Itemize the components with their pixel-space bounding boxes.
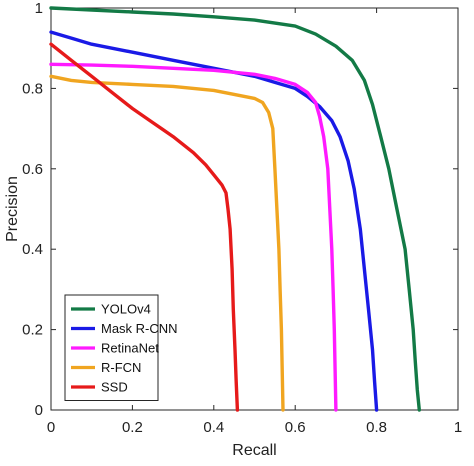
x-axis-ticks: 0 0.2 0.4 0.6 0.8 1 [47,8,462,436]
series-line-r-fcn [49,74,285,412]
x-tick-label: 0.2 [122,419,143,436]
x-tick-label: 0.6 [285,419,306,436]
series-line-retinanet [49,62,338,412]
legend-entry-label: YOLOv4 [101,302,151,317]
legend-entry-label: R-FCN [101,360,141,375]
series-lines [49,6,421,412]
y-tick-label: 1 [35,0,43,17]
y-axis-label: Precision [4,176,21,242]
y-tick-label: 0 [35,402,43,419]
y-tick-label: 0.4 [22,241,43,258]
x-tick-label: 1 [454,419,462,436]
legend: YOLOv4 Mask R-CNN RetinaNet R-FCN SSD [64,294,178,401]
plot-frame [50,7,459,411]
y-tick-label: 0.8 [22,80,43,97]
y-axis-ticks: 0 0.2 0.4 0.6 0.8 1 [22,0,458,419]
x-tick-label: 0.4 [203,419,224,436]
legend-entry-label: SSD [101,380,128,395]
x-tick-label: 0.8 [366,419,387,436]
y-tick-label: 0.6 [22,161,43,178]
series-line-ssd [49,42,240,412]
x-axis-label: Recall [232,442,276,459]
series-line-yolov4 [49,6,421,412]
legend-entry-label: Mask R-CNN [101,321,178,336]
y-tick-label: 0.2 [22,322,43,339]
x-tick-label: 0 [47,419,55,436]
legend-entry-label: RetinaNet [101,341,159,356]
plot-box [50,7,459,411]
